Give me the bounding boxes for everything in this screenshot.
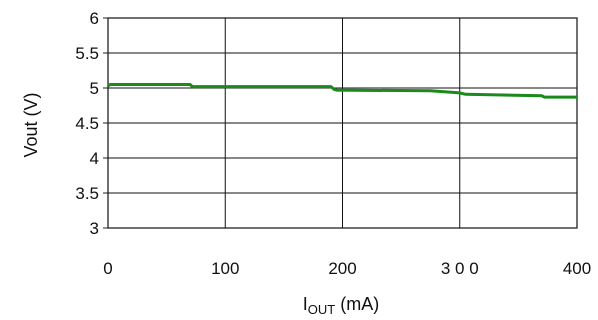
x-axis-ticks: 0 100 200 3 0 0 400 (103, 259, 591, 278)
y-tick-label: 5.5 (75, 44, 99, 63)
y-axis-title: Vout (V) (21, 92, 41, 157)
x-tick-label: 3 0 0 (441, 259, 479, 278)
x-tick-label: 400 (563, 259, 591, 278)
x-tick-label: 100 (211, 259, 239, 278)
series-group (107, 83, 577, 99)
y-tick-label: 4 (90, 149, 99, 168)
y-axis-ticks: 3 3.5 4 4.5 5 5.5 6 (75, 9, 108, 238)
x-tick-label: 200 (328, 259, 356, 278)
grid-lines (108, 18, 577, 228)
series-line (107, 83, 577, 99)
x-axis-title-subscript: OUT (308, 302, 336, 317)
y-tick-label: 6 (90, 9, 99, 28)
y-tick-label: 3 (90, 219, 99, 238)
x-axis-title: IOUT (mA) (303, 294, 379, 317)
y-tick-label: 3.5 (75, 184, 99, 203)
x-tick-label: 0 (103, 259, 112, 278)
y-tick-label: 5 (90, 79, 99, 98)
x-axis-title-unit: (mA) (335, 294, 379, 314)
x-axis-title-main: I (303, 294, 308, 314)
y-tick-label: 4.5 (75, 114, 99, 133)
